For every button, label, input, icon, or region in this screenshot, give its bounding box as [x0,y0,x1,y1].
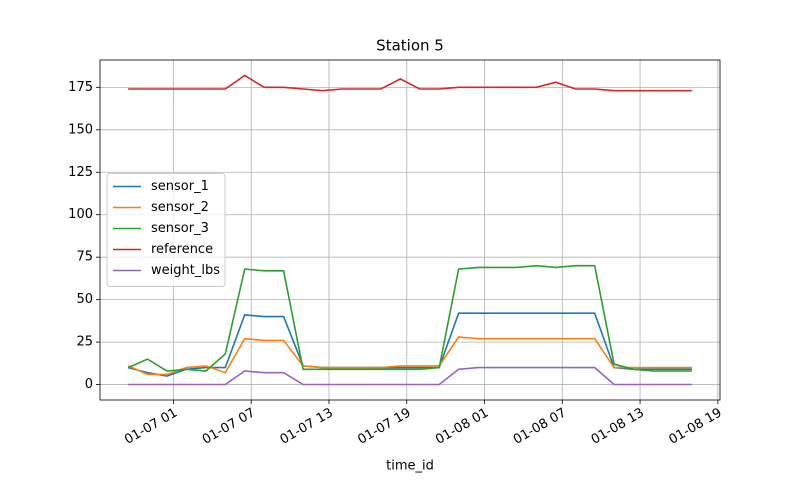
y-tick-label: 125 [68,165,93,180]
series-line [128,74,692,92]
series-line [127,264,692,372]
y-tick-label: 75 [76,250,93,265]
x-tick-label: 01-08 07 [511,406,569,448]
series-line [127,336,692,376]
chart-title: Station 5 [376,37,444,55]
x-tick-label: 01-07 07 [200,406,258,448]
legend-label: sensor_1 [151,179,209,194]
y-tick-label: 0 [85,377,93,392]
y-tick-label: 50 [76,292,93,307]
x-tick-label: 01-08 19 [666,406,724,448]
y-tick-label: 25 [76,335,93,350]
legend-label: sensor_2 [151,200,209,215]
x-axis-label: time_id [386,459,434,474]
series-line [128,366,692,386]
x-tick-label: 01-07 01 [122,406,180,448]
legend-label: reference [151,242,213,257]
series-line [127,312,692,377]
legend-label: sensor_3 [151,221,209,236]
legend-label: weight_lbs [151,263,220,278]
x-tick-label: 01-08 01 [433,406,491,448]
plot-frame [99,59,721,401]
x-tick-label: 01-08 13 [589,406,647,448]
legend-box [106,173,226,287]
x-tick-label: 01-07 19 [355,406,413,448]
x-tick-label: 01-07 13 [278,406,336,448]
y-tick-label: 150 [68,122,93,137]
y-tick-label: 100 [68,207,93,222]
y-tick-label: 175 [68,80,93,95]
